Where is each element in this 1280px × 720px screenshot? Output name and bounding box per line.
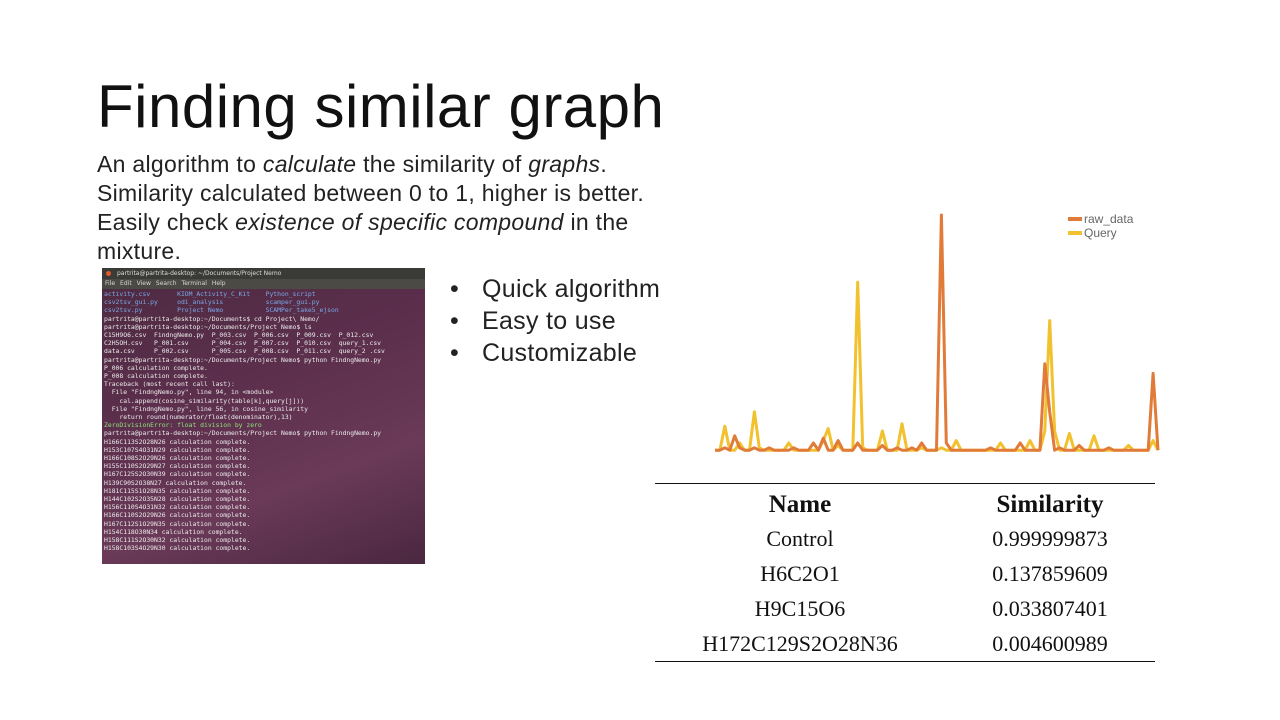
terminal-line: H158C111S2O30N32 calculation complete. (104, 536, 251, 545)
terminal-line: P_006 calculation complete. (104, 363, 208, 372)
feature-item: Customizable (448, 337, 660, 369)
terminal-line: Traceback (most recent call last): (104, 380, 235, 389)
terminal-line: H139C90S2O38N27 calculation complete. (104, 478, 247, 487)
similarity-table: Name Similarity Control 0.999999873 H6C2… (655, 483, 1155, 662)
cell-similarity: 0.004600989 (992, 630, 1108, 656)
terminal-line: partrita@partrita-desktop:~/Documents/Pr… (104, 429, 382, 438)
desc-text: An algorithm to (97, 151, 263, 177)
desc-text: Easily check (97, 209, 236, 235)
menu-terminal: Terminal (181, 280, 207, 287)
close-icon (106, 271, 111, 276)
desc-text: Similarity calculated between 0 to 1, hi… (97, 180, 645, 206)
terminal-line: H154C118O30N34 calculation complete. (104, 527, 243, 536)
desc-text: mixture. (97, 238, 182, 264)
table-row: H6C2O1 0.137859609 (655, 557, 1155, 592)
terminal-line: H166C110S2O29N26 calculation complete. (104, 511, 251, 520)
terminal-line: partrita@partrita-desktop:~/Documents/Pr… (104, 355, 382, 364)
series-line-raw-data (715, 213, 1160, 452)
terminal-line: activity.csv KIOM_Activity_C_Kit Python_… (104, 290, 316, 298)
cell-similarity: 0.033807401 (992, 596, 1108, 621)
terminal-line: cal.append(cosine_similarity(table[k],qu… (104, 396, 305, 405)
terminal-output: activity.csv KIOM_Activity_C_Kit Python_… (102, 289, 425, 554)
table-row: H172C129S2O28N36 0.004600989 (655, 627, 1155, 662)
menu-file: File (105, 280, 116, 287)
header-similarity: Similarity (996, 490, 1104, 518)
terminal-line: ZeroDivisionError: float division by zer… (104, 421, 262, 430)
terminal-line: partrita@partrita-desktop:~/Documents/Pr… (104, 322, 312, 331)
terminal-line: C2H5OH.csv P_001.csv P_004.csv P_007.csv… (104, 339, 382, 348)
terminal-line: csv2tsv_gui.py odi_analysis scamper_gui.… (104, 298, 320, 307)
terminal-line: P_008 calculation complete. (104, 372, 208, 381)
table-header-row: Name Similarity (655, 483, 1155, 522)
cell-similarity: 0.137859609 (992, 561, 1108, 586)
cell-name: H172C129S2O28N36 (702, 630, 898, 656)
cell-similarity: 0.999999873 (992, 526, 1108, 551)
terminal-line: data.csv P_002.csv P_005.csv P_008.csv P… (104, 347, 385, 356)
menu-search: Search (155, 280, 177, 287)
terminal-line: H167C112S1O29N35 calculation complete. (104, 519, 251, 528)
menu-edit: Edit (120, 280, 132, 287)
cell-name: H9C15O6 (754, 596, 846, 621)
feature-item: Easy to use (448, 305, 660, 337)
terminal-line: H153C107S4O31N29 calculation complete. (104, 445, 251, 454)
description: An algorithm to calculate the similarity… (97, 150, 697, 266)
terminal-line: partrita@partrita-desktop:~/Documents$ c… (104, 314, 320, 323)
terminal-titlebar: partrita@partrita-desktop: ~/Documents/P… (102, 268, 425, 279)
terminal-line: H158C103S4O29N30 calculation complete. (104, 544, 251, 553)
feature-item: Quick algorithm (448, 273, 660, 305)
terminal-line: H181C115S1O28N35 calculation complete. (104, 486, 251, 495)
desc-text: in the (563, 209, 629, 235)
terminal-line: File "FindngNemo.py", line 56, in cosine… (104, 404, 308, 413)
desc-text: the similarity of (356, 151, 529, 177)
cell-name: Control (766, 526, 834, 551)
terminal-line: H167C125S2O30N39 calculation complete. (104, 470, 251, 479)
terminal-line: H156C110S4O31N32 calculation complete. (104, 503, 251, 512)
terminal-screenshot: partrita@partrita-desktop: ~/Documents/P… (102, 268, 425, 564)
terminal-line: File "FindngNemo.py", line 94, in <modul… (104, 388, 274, 397)
terminal-line: H166C108S2O29N26 calculation complete. (104, 454, 251, 463)
terminal-line: C15H9O6.csv FindngNemo.py P_003.csv P_00… (104, 331, 374, 340)
terminal-title: partrita@partrita-desktop: ~/Documents/P… (117, 270, 282, 277)
legend-label: Query (1084, 226, 1117, 240)
menu-view: View (136, 280, 151, 287)
table-row: Control 0.999999873 (655, 522, 1155, 557)
slide-title: Finding similar graph (97, 73, 665, 140)
desc-emphasis: calculate (262, 151, 357, 177)
header-name: Name (768, 490, 832, 518)
desc-text: . (600, 151, 608, 177)
desc-emphasis: existence of specific compound (235, 209, 564, 235)
terminal-line: return round(numerator/float(denominator… (104, 413, 293, 422)
desc-emphasis: graphs (528, 151, 601, 177)
terminal-menubar: File Edit View Search Terminal Help (102, 279, 425, 289)
feature-list: Quick algorithm Easy to use Customizable (448, 273, 660, 369)
cell-name: H6C2O1 (760, 561, 840, 586)
menu-help: Help (211, 280, 226, 287)
terminal-line: H166C113S2O28N26 calculation complete. (104, 437, 251, 446)
terminal-line: csv2tsv.py Project Nemo SCAMPer_take5_ej… (104, 306, 339, 315)
terminal-line: H155C110S2O29N27 calculation complete. (104, 462, 251, 471)
terminal-line: H144C102S2O35N28 calculation complete. (104, 495, 251, 504)
table-row: H9C15O6 0.033807401 (655, 592, 1155, 627)
legend-label: raw_data (1084, 212, 1134, 226)
